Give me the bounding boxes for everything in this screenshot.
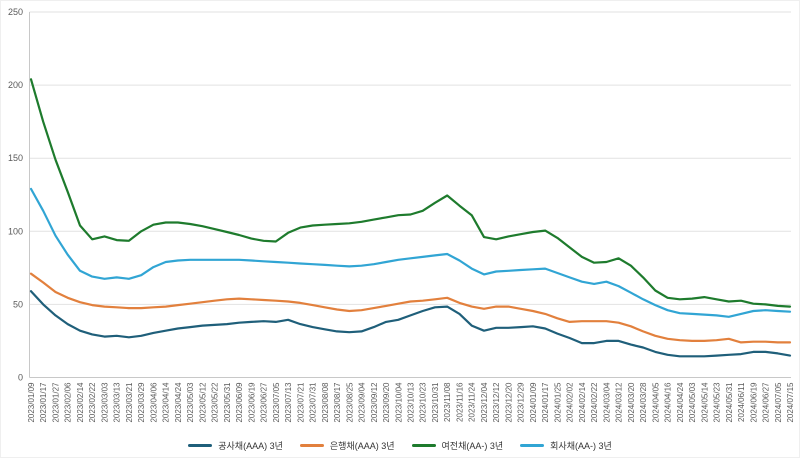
x-tick-label: 2024/06/27	[762, 382, 771, 423]
x-tick-label: 2023/03/03	[101, 382, 110, 423]
x-tick-label: 2024/03/28	[639, 382, 648, 423]
x-tick-label: 2024/03/04	[602, 382, 611, 423]
x-tick-label: 2024/02/14	[578, 382, 587, 423]
x-tick-label: 2023/03/21	[125, 382, 134, 423]
x-tick-label: 2024/06/19	[749, 382, 758, 423]
x-tick-label: 2023/06/27	[260, 382, 269, 423]
y-tick-label-100: 100	[8, 226, 23, 236]
series-line-0	[29, 290, 792, 358]
x-tick-label: 2024/01/09	[529, 382, 538, 423]
legend-line-swatch-icon	[188, 443, 213, 447]
x-tick-label: 2024/05/31	[725, 382, 734, 423]
x-tick-label: 2023/06/19	[247, 382, 256, 423]
x-tick-label: 2023/08/17	[333, 382, 342, 423]
x-tick-label: 2023/01/27	[52, 382, 61, 423]
x-tick-label: 2024/07/05	[774, 382, 783, 423]
x-tick-label: 2023/03/13	[113, 382, 122, 423]
x-tick-label: 2023/02/22	[88, 382, 97, 423]
x-tick-label: 2024/04/24	[676, 382, 685, 423]
legend-line-swatch-icon	[520, 443, 545, 447]
legend-item-label: 은행채(AAA) 3년	[329, 440, 395, 451]
x-tick-label: 2023/11/24	[468, 382, 477, 422]
x-tick-label: 2024/04/16	[664, 382, 673, 423]
x-tick-label: 2023/10/31	[431, 382, 440, 423]
y-tick-label-150: 150	[8, 153, 23, 163]
legend-line-swatch-icon	[411, 443, 436, 447]
x-tick-label: 2024/05/03	[688, 382, 697, 423]
x-tick-label: 2023/04/24	[174, 382, 183, 423]
x-tick-label: 2023/01/17	[39, 382, 48, 423]
legend-item-label: 여전채(AA-) 3년	[441, 440, 504, 451]
x-tick-label: 2023/07/21	[296, 382, 305, 423]
x-tick-label: 2024/07/15	[786, 382, 795, 423]
x-tick-label: 2023/07/31	[309, 382, 318, 423]
x-tick-label: 2023/05/22	[211, 382, 220, 423]
x-tick-label: 2023/11/08	[443, 382, 452, 422]
legend-item-0: 공사채(AAA) 3년	[188, 439, 283, 452]
x-tick-label: 2024/03/12	[615, 382, 624, 423]
legend-line-swatch-icon	[299, 443, 324, 447]
x-tick-label: 2023/05/31	[223, 382, 232, 423]
y-tick-label-0: 0	[18, 373, 23, 383]
x-tick-label: 2023/01/09	[27, 382, 36, 423]
x-tick-label: 2024/05/14	[700, 382, 709, 423]
x-tick-label: 2023/07/05	[272, 382, 281, 423]
x-tick-label: 2023/02/06	[64, 382, 73, 423]
x-tick-label: 2023/02/14	[76, 382, 85, 423]
x-tick-label: 2023/12/29	[517, 382, 526, 423]
x-tick-label: 2024/02/02	[566, 382, 575, 423]
x-tick-label: 2023/10/13	[407, 382, 416, 423]
series-line-2	[29, 78, 792, 308]
x-tick-label: 2023/11/16	[456, 382, 465, 422]
x-tick-label: 2023/09/12	[370, 382, 379, 423]
x-tick-label: 2024/06/11	[737, 382, 746, 422]
x-tick-label: 2023/10/04	[394, 382, 403, 423]
x-tick-label: 2023/05/12	[198, 382, 207, 423]
legend-item-2: 여전채(AA-) 3년	[411, 439, 504, 452]
x-tick-label: 2023/04/06	[149, 382, 158, 423]
series-line-1	[29, 272, 792, 344]
x-tick-label: 2023/12/12	[492, 382, 501, 423]
y-tick-label-250: 250	[8, 7, 23, 17]
x-tick-label: 2023/04/14	[162, 382, 171, 423]
x-tick-label: 2023/03/29	[137, 382, 146, 423]
x-tick-label: 2024/02/22	[590, 382, 599, 423]
x-tick-label: 2023/05/03	[186, 382, 195, 423]
y-tick-label-50: 50	[13, 299, 23, 309]
legend-item-label: 공사채(AAA) 3년	[218, 440, 283, 451]
x-tick-label: 2023/10/23	[419, 382, 428, 423]
x-tick-label: 2024/03/20	[627, 382, 636, 423]
x-tick-label: 2024/01/17	[541, 382, 550, 423]
x-tick-label: 2024/05/23	[713, 382, 722, 423]
chart-legend: 공사채(AAA) 3년 은행채(AAA) 3년 여전채(AA-) 3년 회사채(AA-…	[1, 437, 799, 453]
x-tick-label: 2023/09/20	[382, 382, 391, 423]
legend-item-1: 은행채(AAA) 3년	[299, 439, 395, 452]
series-line-3	[29, 187, 792, 318]
x-tick-label: 2024/04/05	[651, 382, 660, 423]
x-tick-label: 2024/01/25	[553, 382, 562, 423]
legend-item-label: 회사채(AA-) 3년	[550, 440, 612, 451]
x-tick-label: 2023/08/25	[345, 382, 354, 423]
y-tick-label-200: 200	[8, 80, 23, 90]
x-tick-label: 2023/12/20	[504, 382, 513, 423]
x-tick-label: 2023/07/13	[284, 382, 293, 423]
x-tick-label: 2023/09/04	[358, 382, 367, 423]
x-tick-label: 2023/12/04	[480, 382, 489, 423]
legend-item-3: 회사채(AA-) 3년	[520, 439, 612, 452]
x-tick-label: 2023/06/09	[235, 382, 244, 423]
x-tick-label: 2023/08/08	[321, 382, 330, 423]
